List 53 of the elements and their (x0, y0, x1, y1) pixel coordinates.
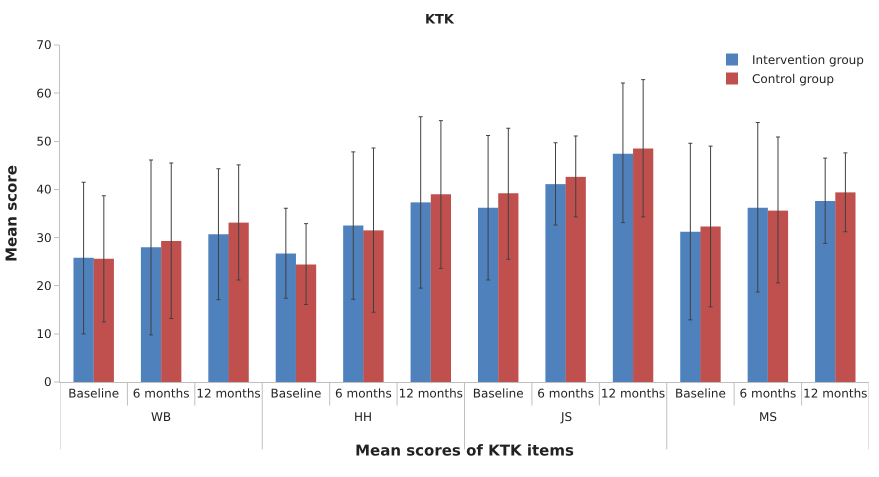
text: MS (759, 410, 777, 424)
bar (768, 210, 788, 382)
bar (161, 240, 182, 382)
legend-label: Intervention group (752, 53, 864, 68)
bar (633, 148, 654, 382)
x-tick-label: 6 months (740, 386, 796, 400)
bar (835, 192, 856, 382)
y-tick-label: 70 (36, 38, 52, 52)
bar (612, 154, 634, 382)
bar (343, 226, 364, 382)
bar (140, 247, 162, 382)
bar (680, 232, 700, 382)
y-tick-label: 20 (36, 278, 52, 293)
x-tick-label: Baseline (472, 386, 524, 400)
bar (478, 208, 498, 382)
bar (94, 258, 114, 382)
text: JS (560, 410, 572, 424)
chart-title: KTK (424, 12, 455, 28)
y-tick-label: 50 (36, 134, 52, 148)
text: HH (354, 410, 372, 424)
x-tick-label: Baseline (675, 386, 726, 400)
text: WB (151, 410, 172, 424)
y-axis-title: Mean score (2, 165, 21, 262)
bar (73, 258, 94, 382)
x-tick-label: 12 months (398, 386, 463, 400)
bar (276, 253, 296, 382)
bar (748, 208, 768, 382)
x-tick-label: 12 months (803, 386, 868, 400)
legend-label: Control group (752, 72, 834, 86)
y-tick-label: 30 (36, 230, 52, 245)
bar (498, 193, 518, 382)
y-tick-label: 10 (36, 327, 52, 342)
bar (296, 264, 316, 382)
bar (430, 194, 452, 382)
bar (815, 200, 836, 382)
x-tick-label: Baseline (270, 386, 322, 400)
bar (566, 176, 586, 382)
bar (545, 184, 566, 382)
bar (410, 202, 431, 382)
x-tick-label: 6 months (335, 386, 392, 400)
y-tick-label: 60 (36, 86, 52, 100)
bar (363, 230, 384, 382)
x-tick-label: 12 months (600, 386, 666, 400)
y-tick-label: 0 (44, 375, 52, 390)
x-tick-label: Baseline (68, 386, 120, 400)
bar (228, 222, 249, 382)
bar (700, 226, 721, 382)
x-tick-label: 6 months (537, 386, 594, 400)
y-tick-label: 40 (36, 182, 52, 197)
x-tick-label: 12 months (196, 386, 261, 400)
x-axis-title: Mean scores of KTK items (355, 441, 574, 460)
bar (208, 234, 229, 382)
x-tick-label: 6 months (132, 386, 190, 400)
